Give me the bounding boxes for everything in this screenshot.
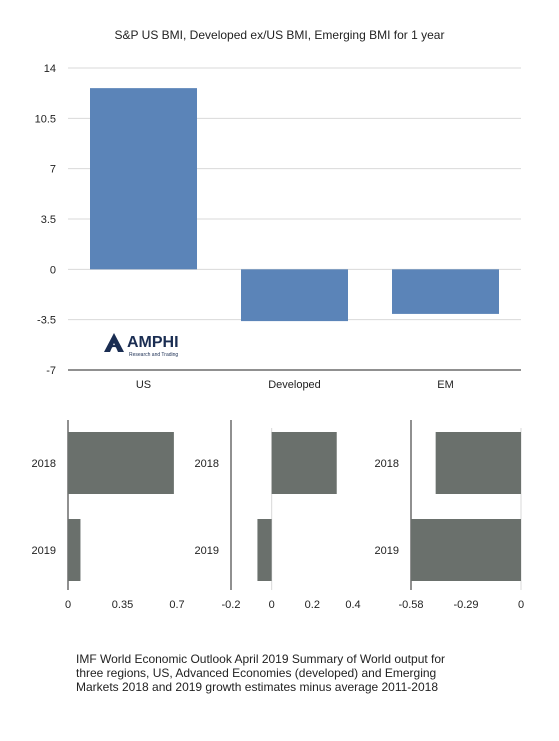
bar [435, 432, 521, 494]
logo-name: AMPHI [127, 334, 179, 351]
bar [68, 432, 174, 494]
x-tick-label: -0.2 [222, 599, 241, 611]
bar [271, 432, 337, 494]
caption-line: three regions, US, Advanced Economies (d… [76, 666, 437, 680]
amphi-logo-icon [104, 333, 124, 352]
x-tick-label: 0 [518, 599, 524, 611]
bar [411, 519, 521, 581]
x-tick-label: EM [437, 379, 454, 391]
x-tick-label: 0.35 [112, 599, 133, 611]
x-tick-label: -0.29 [453, 599, 478, 611]
x-tick-label: 0.7 [169, 599, 184, 611]
chart-title: S&P US BMI, Developed ex/US BMI, Emergin… [114, 28, 445, 42]
y-tick-label: -3.5 [37, 315, 56, 327]
x-tick-label: US [136, 379, 151, 391]
y-tick-label: 2019 [375, 545, 399, 557]
bar [241, 269, 348, 322]
x-tick-label: 0.4 [345, 599, 360, 611]
y-tick-label: 2019 [32, 545, 56, 557]
y-tick-label: 0 [50, 264, 56, 276]
x-tick-label: 0 [269, 599, 275, 611]
bar [90, 88, 197, 270]
x-tick-label: -0.58 [398, 599, 423, 611]
y-tick-label: 14 [44, 63, 56, 75]
y-tick-label: 2018 [375, 458, 399, 470]
y-tick-label: 2018 [32, 458, 56, 470]
caption-line: Markets 2018 and 2019 growth estimates m… [76, 680, 438, 694]
bar [68, 519, 81, 581]
caption-line: IMF World Economic Outlook April 2019 Su… [76, 652, 446, 666]
x-tick-label: 0 [65, 599, 71, 611]
y-tick-label: 2018 [195, 458, 219, 470]
y-tick-label: 7 [50, 164, 56, 176]
y-tick-label: 3.5 [41, 214, 56, 226]
y-tick-label: 2019 [195, 545, 219, 557]
x-tick-label: 0.2 [305, 599, 320, 611]
main-bar-chart: 14 10.5 7 3.5 0 -3.5 -7 US Developed EM [35, 63, 521, 391]
bar [257, 519, 272, 581]
x-tick-label: Developed [268, 379, 321, 391]
logo-tagline: Research and Trading [129, 352, 179, 358]
bar [392, 269, 499, 314]
y-tick-label: -7 [46, 365, 56, 377]
y-tick-label: 10.5 [35, 113, 56, 125]
amphi-logo: AMPHI Research and Trading [103, 332, 179, 359]
caption: IMF World Economic Outlook April 2019 Su… [76, 652, 516, 694]
growth-estimate-charts: 2018 2019 0 0.35 0.7 2018 2019 -0.2 0 0.2 0.4 2018 2… [32, 420, 524, 611]
